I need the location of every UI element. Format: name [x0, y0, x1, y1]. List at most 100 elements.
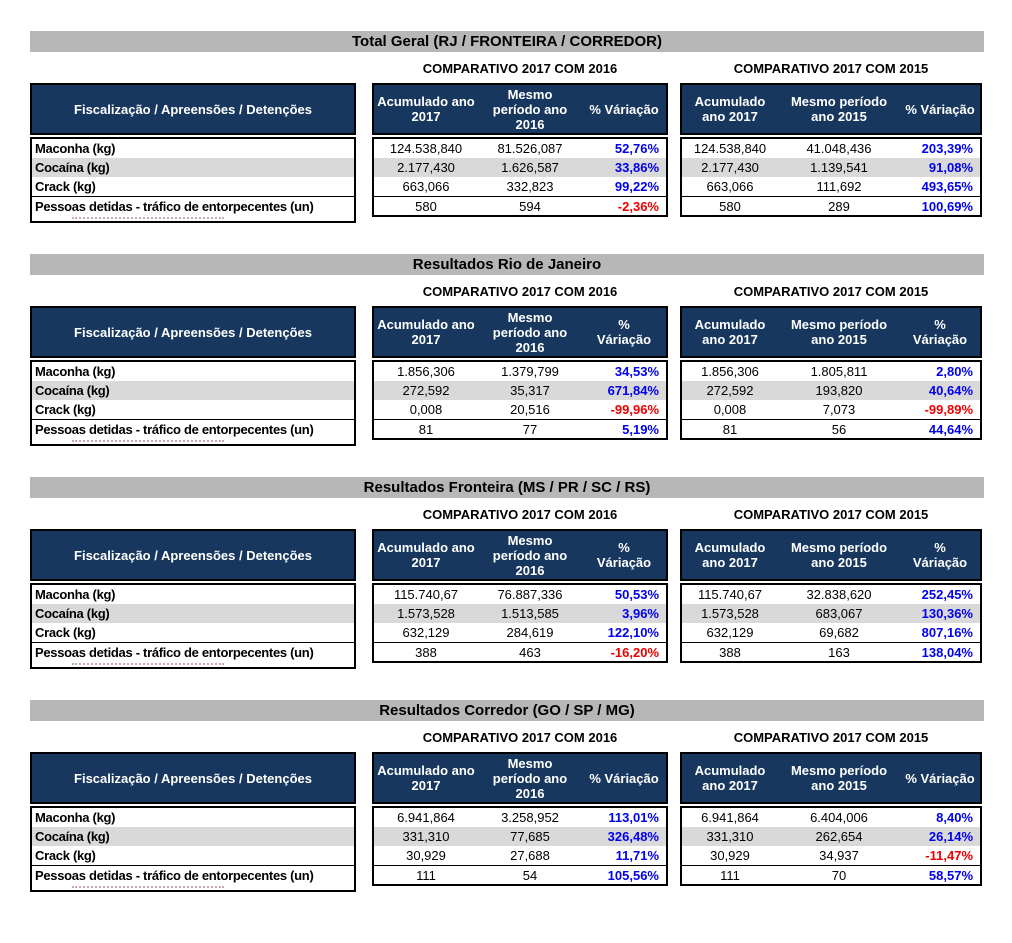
section-fronteira: Resultados Fronteira (MS / PR / SC / RS)…	[30, 477, 984, 669]
value-2017: 6.941,864	[701, 810, 759, 825]
comparative-title-2016: COMPARATIVO 2017 COM 2016	[422, 61, 618, 76]
table-row: 111 54 105,56%	[374, 865, 666, 884]
variation-value: 5,19%	[622, 421, 659, 437]
value-2017: 111	[416, 867, 436, 883]
value-prev: 56	[831, 421, 847, 437]
col-header-acumulado-2017: Acumulado ano 2017	[694, 763, 766, 793]
value-2017: 388	[415, 644, 437, 660]
col-header-acumulado-2017: Acumulado ano 2017	[377, 94, 475, 124]
variation-value: 326,48%	[607, 829, 659, 844]
label-table-body: Maconha (kg) Cocaína (kg) Crack (kg) Pes…	[30, 360, 356, 446]
value-prev: 20,516	[510, 402, 550, 417]
col-header-variacao: % Váriação	[596, 317, 652, 347]
table-row: 580 289 100,69%	[682, 196, 980, 215]
value-prev: 54	[522, 867, 538, 883]
value-prev: 163	[828, 644, 850, 660]
label-table: Fiscalização / Apreensões / Detenções Ma…	[30, 529, 356, 669]
variation-value: -2,36%	[617, 198, 659, 214]
comparative-titles-row: COMPARATIVO 2017 COM 2016 COMPARATIVO 20…	[30, 730, 984, 746]
col-header-variacao: % Váriação	[905, 770, 975, 786]
value-prev: 111,692	[816, 179, 862, 194]
table-row: 124.538,840 41.048,436 203,39%	[682, 139, 980, 158]
table-row: 111 70 58,57%	[682, 865, 980, 884]
value-2017: 111	[720, 867, 740, 883]
col-header-acumulado-2017: Acumulado ano 2017	[377, 540, 475, 570]
col-header-periodo-2015: Mesmo período ano 2015	[790, 317, 888, 347]
value-prev: 1.139,541	[810, 160, 868, 175]
col-header-periodo-2016: Mesmo período ano 2016	[492, 309, 568, 355]
table-body: 1.856,306 1.805,811 2,80% 272,592 193,82…	[680, 360, 982, 440]
value-2017: 580	[719, 198, 741, 214]
variation-value: 671,84%	[607, 383, 659, 398]
comparative-table-2015: Acumulado ano 2017 Mesmo período ano 201…	[680, 752, 982, 886]
value-prev: 262,654	[815, 829, 863, 844]
comparative-table-2016: Acumulado ano 2017 Mesmo período ano 201…	[372, 306, 668, 440]
value-2017: 331,310	[402, 829, 450, 844]
table-row: 6.941,864 3.258,952 113,01%	[374, 808, 666, 827]
table-row: 331,310 262,654 26,14%	[682, 827, 980, 846]
variation-value: 8,40%	[936, 810, 973, 825]
comparative-titles-row: COMPARATIVO 2017 COM 2016 COMPARATIVO 20…	[30, 507, 984, 523]
value-prev: 69,682	[819, 625, 859, 640]
table-row: 115.740,67 32.838,620 252,45%	[682, 585, 980, 604]
col-header-variacao: % Váriação	[596, 540, 652, 570]
value-2017: 0,008	[713, 402, 747, 417]
row-label-maconha: Maconha (kg)	[35, 587, 116, 602]
report-page: Total Geral (RJ / FRONTEIRA / CORREDOR) …	[30, 31, 984, 892]
value-2017: 81	[418, 421, 434, 437]
row-label-pessoas-detidas: Pessoas detidas - tráfico de entorpecent…	[32, 642, 354, 665]
variation-value: 91,08%	[928, 160, 973, 175]
value-2017: 124.538,840	[389, 141, 463, 156]
value-2017: 1.856,306	[701, 364, 759, 379]
row-label-cocaina: Cocaína (kg)	[32, 158, 354, 177]
value-2017: 663,066	[706, 179, 754, 194]
table-row: 1.856,306 1.379,799 34,53%	[374, 362, 666, 381]
value-2017: 0,008	[409, 402, 443, 417]
table-row: 632,129 284,619 122,10%	[374, 623, 666, 642]
table-row: 388 463 -16,20%	[374, 642, 666, 661]
row-label-crack: Crack (kg)	[35, 848, 96, 863]
table-row: 115.740,67 76.887,336 50,53%	[374, 585, 666, 604]
section-title: Resultados Rio de Janeiro	[412, 256, 602, 273]
col-header-acumulado-2017: Acumulado ano 2017	[694, 317, 766, 347]
col-header-periodo-2016: Mesmo período ano 2016	[492, 755, 568, 801]
col-header-periodo-2015: Mesmo período ano 2015	[790, 763, 888, 793]
variation-value: 44,64%	[928, 421, 973, 437]
table-row: 81 77 5,19%	[374, 419, 666, 438]
value-2017: 1.856,306	[397, 364, 455, 379]
variation-value: -99,96%	[610, 402, 659, 417]
table-row: 124.538,840 81.526,087 52,76%	[374, 139, 666, 158]
table-row: 30,929 27,688 11,71%	[374, 846, 666, 865]
variation-value: -16,20%	[610, 644, 659, 660]
value-2017: 6.941,864	[397, 810, 455, 825]
col-header-acumulado-2017: Acumulado ano 2017	[694, 94, 766, 124]
variation-value: 52,76%	[614, 141, 659, 156]
col-header-periodo-2015: Mesmo período ano 2015	[790, 94, 888, 124]
variation-value: 3,96%	[622, 606, 659, 621]
col-header-variacao: % Váriação	[912, 317, 968, 347]
variation-value: 203,39%	[921, 141, 973, 156]
table-body: 6.941,864 3.258,952 113,01% 331,310 77,6…	[372, 806, 668, 886]
table-row: 2.177,430 1.139,541 91,08%	[682, 158, 980, 177]
comparative-table-2016: Acumulado ano 2017 Mesmo período ano 201…	[372, 529, 668, 663]
comparative-title-2016: COMPARATIVO 2017 COM 2016	[422, 507, 618, 522]
label-table-header: Fiscalização / Apreensões / Detenções	[30, 83, 356, 135]
row-label-crack: Crack (kg)	[35, 402, 96, 417]
row-label-pessoas-detidas: Pessoas detidas - tráfico de entorpecent…	[32, 196, 354, 219]
table-body: 115.740,67 76.887,336 50,53% 1.573,528 1…	[372, 583, 668, 663]
table-body: 124.538,840 41.048,436 203,39% 2.177,430…	[680, 137, 982, 217]
label-table-header: Fiscalização / Apreensões / Detenções	[30, 752, 356, 804]
spacer	[30, 730, 356, 746]
section-title-bar: Resultados Corredor (GO / SP / MG)	[30, 700, 984, 721]
variation-value: 33,86%	[614, 160, 659, 175]
value-prev: 3.258,952	[501, 810, 559, 825]
table-row: 0,008 20,516 -99,96%	[374, 400, 666, 419]
table-row: 632,129 69,682 807,16%	[682, 623, 980, 642]
variation-value: 122,10%	[607, 625, 659, 640]
table-row: 81 56 44,64%	[682, 419, 980, 438]
table-row: 2.177,430 1.626,587 33,86%	[374, 158, 666, 177]
value-prev: 463	[519, 644, 541, 660]
variation-value: 26,14%	[928, 829, 973, 844]
comparative-title-2015: COMPARATIVO 2017 COM 2015	[733, 507, 929, 522]
col-header-variacao: % Váriação	[905, 101, 975, 117]
